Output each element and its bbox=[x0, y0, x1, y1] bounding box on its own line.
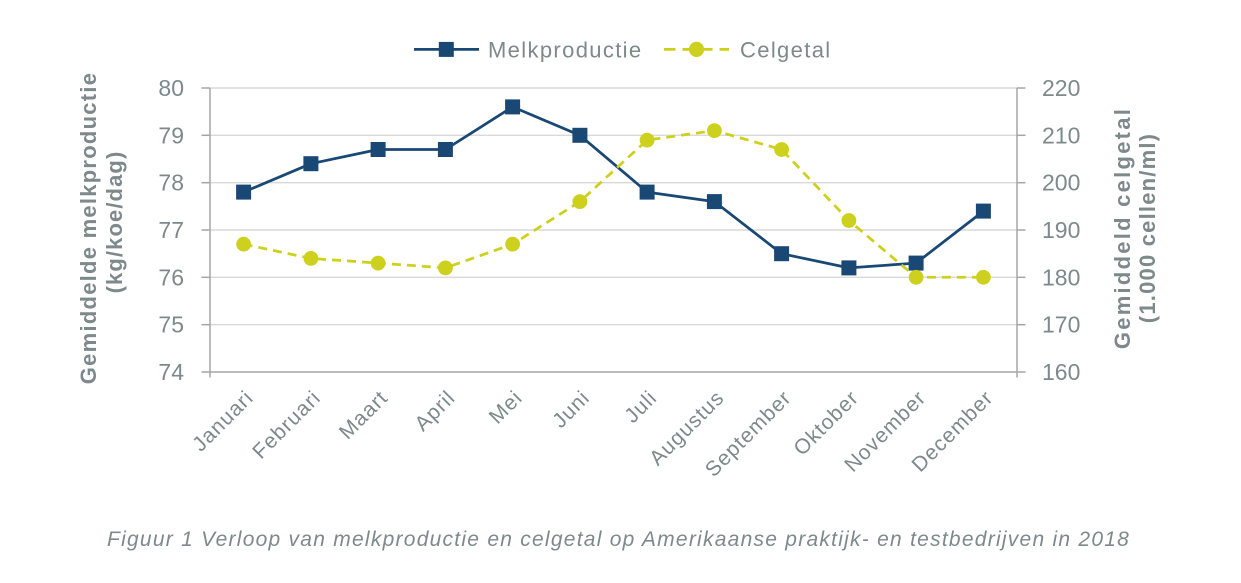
svg-text:74: 74 bbox=[158, 359, 184, 385]
svg-text:Celgetal: Celgetal bbox=[740, 37, 832, 62]
svg-text:210: 210 bbox=[1042, 122, 1080, 148]
svg-text:79: 79 bbox=[158, 122, 184, 148]
svg-text:78: 78 bbox=[158, 170, 184, 196]
svg-text:160: 160 bbox=[1042, 359, 1080, 385]
svg-text:76: 76 bbox=[158, 264, 184, 290]
svg-text:77: 77 bbox=[158, 217, 184, 243]
svg-text:Gemiddelde melkproductie: Gemiddelde melkproductie bbox=[76, 72, 101, 384]
svg-text:200: 200 bbox=[1042, 170, 1080, 196]
svg-text:75: 75 bbox=[158, 312, 184, 338]
svg-text:Melkproductie: Melkproductie bbox=[488, 37, 643, 62]
svg-text:170: 170 bbox=[1042, 312, 1080, 338]
svg-text:(1.000 cellen/ml): (1.000 cellen/ml) bbox=[1135, 133, 1160, 323]
svg-text:Gemiddeld celgetal: Gemiddeld celgetal bbox=[1110, 107, 1135, 349]
svg-text:(kg/koe/dag): (kg/koe/dag) bbox=[102, 151, 127, 294]
svg-text:190: 190 bbox=[1042, 217, 1080, 243]
svg-text:220: 220 bbox=[1042, 75, 1080, 101]
svg-text:80: 80 bbox=[158, 75, 184, 101]
svg-text:180: 180 bbox=[1042, 264, 1080, 290]
svg-text:Figuur 1 Verloop van melkprodu: Figuur 1 Verloop van melkproductie en ce… bbox=[107, 528, 1130, 551]
